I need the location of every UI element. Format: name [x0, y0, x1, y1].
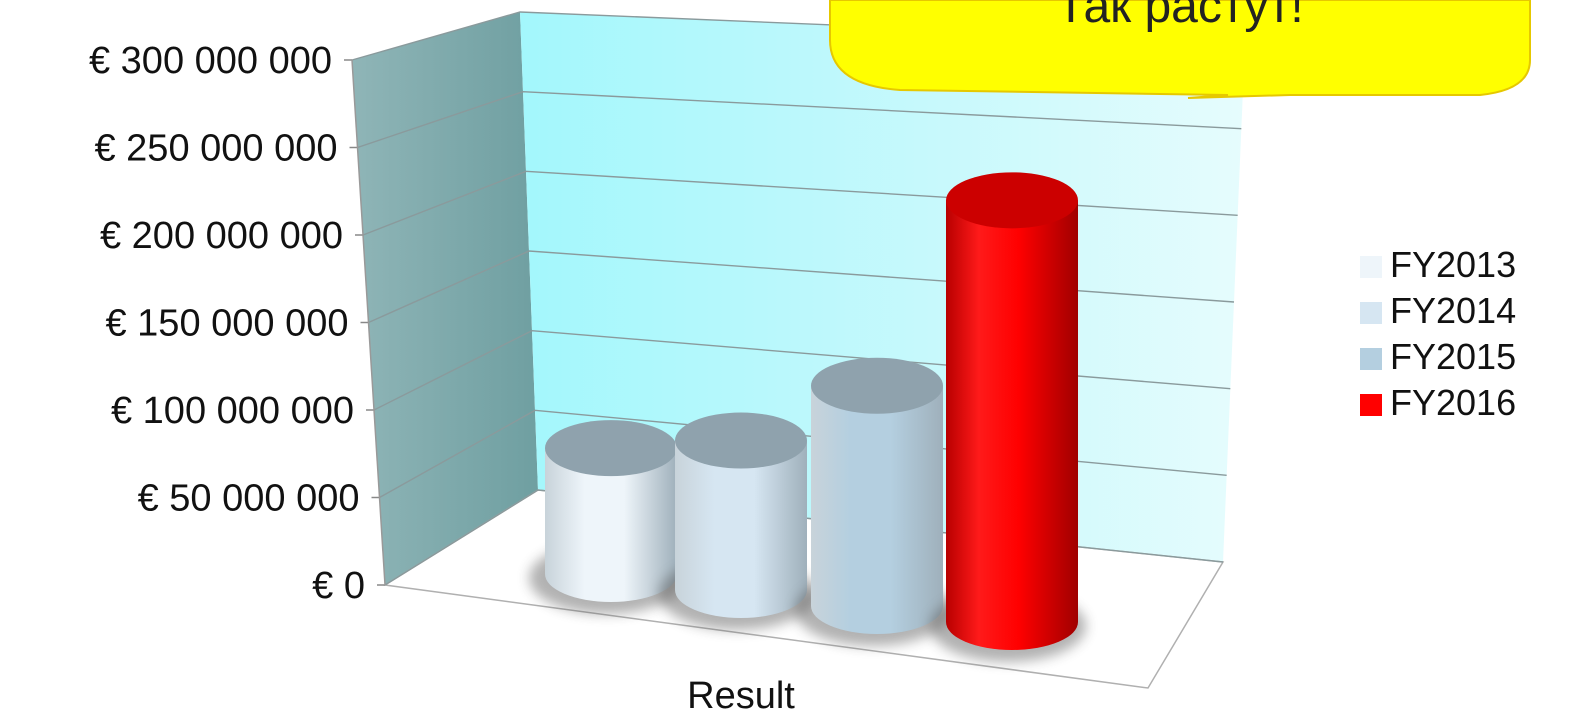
gridline — [357, 90, 1242, 149]
legend-swatch — [1360, 394, 1382, 416]
legend-label: FY2013 — [1390, 244, 1516, 285]
callout-bubble — [829, 0, 1531, 99]
bar-fy2013 — [529, 420, 685, 614]
legend-swatch — [1360, 302, 1382, 324]
legend-label: FY2015 — [1390, 336, 1516, 377]
y-tick-label: € 0 — [312, 565, 365, 607]
y-tick-label: € 150 000 000 — [105, 303, 348, 345]
bar-fy2016 — [930, 172, 1086, 662]
legend-swatch — [1360, 256, 1382, 278]
legend-swatch — [1360, 348, 1382, 370]
bar-fy2014 — [659, 412, 815, 630]
bars — [529, 172, 1086, 662]
callout: Так растут! — [829, 0, 1531, 99]
y-tick-label: € 300 000 000 — [89, 40, 332, 82]
bar-body — [675, 440, 807, 618]
y-tick-label: € 50 000 000 — [138, 478, 360, 520]
y-axis-ticks: € 0 € 50 000 000 € 100 000 000 € 150 000 00… — [89, 40, 365, 607]
legend-label: FY2014 — [1390, 290, 1516, 331]
bar-top — [675, 412, 807, 469]
y-tick-label: € 100 000 000 — [111, 390, 354, 432]
legend-label: FY2016 — [1390, 382, 1516, 423]
legend: FY2013 FY2014 FY2015 FY2016 — [1360, 244, 1516, 423]
bar-fy2015 — [795, 357, 951, 646]
bar-top — [946, 172, 1078, 229]
x-category-label: Result — [687, 675, 795, 717]
y-tick-label: € 200 000 000 — [100, 215, 343, 257]
y-axis-line — [351, 59, 386, 586]
callout-text: Так растут! — [1056, 0, 1303, 33]
bar-top — [545, 420, 677, 477]
bar-body — [946, 200, 1078, 650]
bar-body — [545, 448, 677, 602]
side-wall — [352, 12, 538, 585]
y-tick-label: € 250 000 000 — [94, 128, 337, 170]
bar-top — [811, 357, 943, 414]
bar-body — [811, 385, 943, 634]
